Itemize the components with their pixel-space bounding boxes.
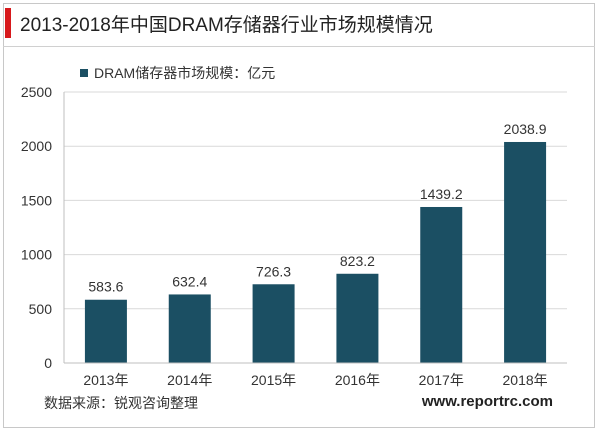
chart-title: 2013-2018年中国DRAM存储器行业市场规模情况	[20, 15, 433, 36]
x-tick-label: 2016年	[335, 372, 380, 388]
data-label: 2038.9	[504, 121, 547, 137]
data-label: 1439.2	[420, 186, 463, 202]
x-tick-label: 2018年	[503, 372, 548, 388]
data-source: 数据来源：锐观咨询整理	[44, 395, 198, 411]
y-tick-label: 0	[44, 355, 52, 371]
x-tick-label: 2013年	[83, 372, 128, 388]
x-tick-label: 2014年	[167, 372, 212, 388]
y-tick-label: 1000	[21, 247, 52, 263]
website-url: www.reportrc.com	[421, 393, 553, 410]
x-tick-label: 2017年	[419, 372, 464, 388]
data-label: 632.4	[172, 273, 207, 289]
y-tick-label: 2500	[21, 84, 52, 100]
bar	[420, 206, 463, 363]
y-tick-label: 2000	[21, 138, 52, 154]
data-label: 823.2	[340, 253, 375, 269]
title-accent-bar	[5, 8, 11, 38]
bar	[336, 273, 379, 363]
x-tick-label: 2015年	[251, 372, 296, 388]
data-label: 726.3	[256, 263, 291, 279]
title-divider	[3, 46, 595, 47]
data-label: 583.6	[88, 279, 123, 295]
legend: DRAM储存器市场规模：亿元	[80, 63, 275, 83]
legend-label: DRAM储存器市场规模：亿元	[94, 65, 276, 81]
legend-swatch	[80, 69, 88, 77]
bar	[504, 141, 547, 363]
bar	[168, 294, 211, 363]
y-tick-label: 1500	[21, 192, 52, 208]
y-tick-label: 500	[29, 301, 53, 317]
bar	[84, 299, 127, 363]
bar	[252, 284, 295, 363]
